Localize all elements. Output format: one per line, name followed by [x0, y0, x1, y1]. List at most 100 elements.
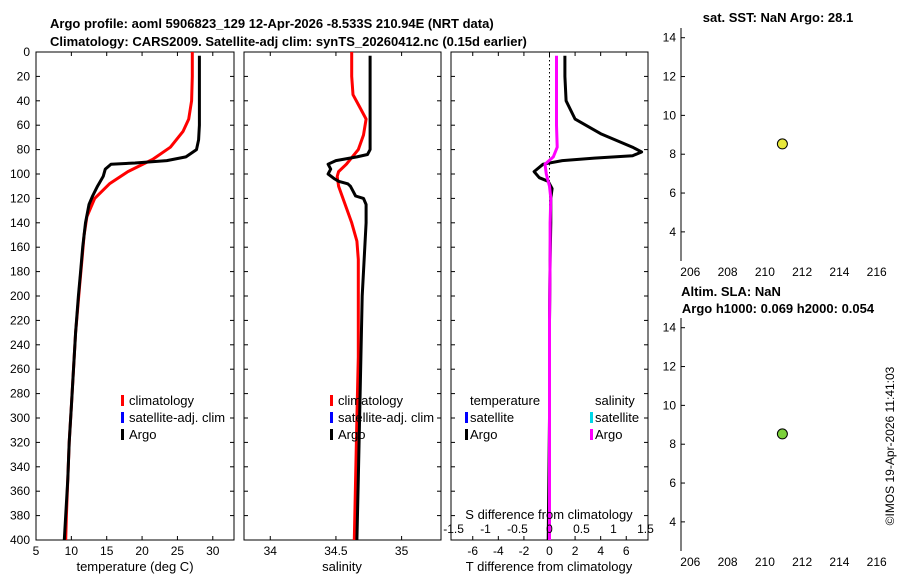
x-tick-label: 214 — [829, 265, 849, 279]
s-tick-label: 1.5 — [637, 522, 654, 536]
y-tick-label: 140 — [10, 216, 30, 230]
figure-title-line2: Climatology: CARS2009. Satellite-adj cli… — [50, 34, 527, 49]
y-tick-label: 240 — [10, 338, 30, 352]
x-tick-label: 216 — [867, 265, 887, 279]
s-tick-label: -1 — [480, 522, 491, 536]
legend-swatch-t-argo — [465, 429, 468, 440]
y-tick-label: 12 — [663, 360, 677, 374]
legend-label-s-argo: Argo — [595, 427, 622, 442]
legend-label-t-satellite: satellite — [470, 410, 514, 425]
s-tick-label: -1.5 — [443, 522, 464, 536]
y-tick-label: 12 — [663, 70, 677, 84]
x-tick-label: -2 — [519, 544, 530, 558]
y-tick-label: 10 — [663, 398, 677, 412]
x-tick-label: 212 — [792, 265, 812, 279]
legend-swatch-climatology — [121, 395, 124, 406]
legend-swatch-satellite-adj — [121, 412, 124, 423]
y-tick-label: 8 — [669, 147, 676, 161]
y-tick-label: 100 — [10, 167, 30, 181]
y-tick-label: 400 — [10, 533, 30, 547]
legend-swatch-climatology — [330, 395, 333, 406]
legend-swatch-s-argo — [590, 429, 593, 440]
s-difference-axis-label: S difference from climatology — [465, 507, 633, 522]
sla-panel: Altim. SLA: NaN Argo h1000: 0.069 h2000:… — [663, 284, 887, 569]
x-tick-label: 2 — [572, 544, 579, 558]
temperature-xlabel: temperature (deg C) — [76, 559, 193, 574]
salinity-xlabel: salinity — [322, 559, 362, 574]
x-tick-label: 25 — [171, 544, 185, 558]
x-tick-label: 20 — [135, 544, 149, 558]
y-tick-label: 8 — [669, 437, 676, 451]
y-tick-label: 4 — [669, 515, 676, 529]
legend-swatch-t-satellite — [465, 412, 468, 423]
x-tick-label: 216 — [867, 555, 887, 569]
sla-title: Altim. SLA: NaN — [681, 284, 781, 299]
legend-label-climatology: climatology — [338, 393, 404, 408]
series-line-s-argo — [543, 55, 559, 540]
salinity-panel: 34 34.5 35 salinity climatology satellite-… — [243, 51, 442, 574]
sst-title: sat. SST: NaN Argo: 28.1 — [703, 10, 854, 25]
x-tick-label: 208 — [718, 265, 738, 279]
series-line-argo — [326, 55, 372, 541]
s-tick-label: 1 — [610, 522, 617, 536]
y-tick-label: 200 — [10, 289, 30, 303]
x-tick-label: 0 — [546, 544, 553, 558]
y-tick-label: 14 — [663, 31, 677, 45]
y-tick-label: 40 — [17, 94, 31, 108]
y-tick-label: 60 — [17, 118, 31, 132]
legend-swatch-satellite-adj — [330, 412, 333, 423]
x-tick-label: 10 — [65, 544, 79, 558]
difference-panel: -6 -4 -2 0 2 4 6 S difference from climatology… — [443, 51, 654, 574]
legend-label-s-satellite: satellite — [595, 410, 639, 425]
y-tick-label: 260 — [10, 362, 30, 376]
y-tick-label: 10 — [663, 108, 677, 122]
t-difference-xlabel: T difference from climatology — [466, 559, 633, 574]
x-tick-label: 35 — [395, 544, 409, 558]
figure-title-line1: Argo profile: aoml 5906823_129 12-Apr-20… — [50, 16, 494, 31]
y-tick-label: 360 — [10, 484, 30, 498]
legend-swatch-argo — [121, 429, 124, 440]
legend-swatch-s-satellite — [590, 412, 593, 423]
x-tick-label: 212 — [792, 555, 812, 569]
y-tick-label: 20 — [17, 69, 31, 83]
legend-label-satellite-adj: satellite-adj. clim — [129, 410, 225, 425]
y-tick-label: 180 — [10, 265, 30, 279]
legend-swatch-argo — [330, 429, 333, 440]
x-tick-label: 206 — [680, 265, 700, 279]
x-tick-label: 34.5 — [324, 544, 348, 558]
y-tick-label: 120 — [10, 191, 30, 205]
legend-label-satellite-adj: satellite-adj. clim — [338, 410, 434, 425]
salinity-legend: climatology satellite-adj. clim Argo — [330, 393, 434, 442]
x-tick-label: 15 — [100, 544, 114, 558]
series-line-argo — [62, 55, 201, 541]
x-tick-label: 214 — [829, 555, 849, 569]
x-tick-label: -6 — [467, 544, 478, 558]
x-tick-label: 210 — [755, 265, 775, 279]
imos-timestamp-watermark: ©IMOS 19-Apr-2026 11:41:03 — [883, 366, 897, 525]
legend-title-salinity: salinity — [595, 393, 635, 408]
salinity-axes-frame — [243, 51, 442, 541]
y-tick-label: 340 — [10, 460, 30, 474]
series-line-climatology — [64, 52, 194, 541]
x-tick-label: 5 — [33, 544, 40, 558]
y-tick-label: 80 — [17, 143, 31, 157]
difference-legend: temperature satellite Argo salinity sate… — [465, 393, 639, 442]
temperature-panel: 0 20 40 60 80 100 120 140 160 180 200 220 240 260 280 3… — [10, 45, 235, 574]
x-tick-label: 6 — [623, 544, 630, 558]
x-tick-label: 210 — [755, 555, 775, 569]
sla-subtitle: Argo h1000: 0.069 h2000: 0.054 — [682, 301, 875, 316]
legend-label-argo: Argo — [338, 427, 365, 442]
y-tick-label: 300 — [10, 411, 30, 425]
legend-title-temperature: temperature — [470, 393, 540, 408]
sst-panel: sat. SST: NaN Argo: 28.1 4 6 8 10 12 14 206 20… — [663, 10, 887, 279]
x-tick-label: 34 — [264, 544, 278, 558]
y-tick-label: 6 — [669, 186, 676, 200]
y-tick-label: 280 — [10, 387, 30, 401]
x-tick-label: 30 — [206, 544, 220, 558]
legend-label-argo: Argo — [129, 427, 156, 442]
s-tick-label: -0.5 — [507, 522, 528, 536]
x-tick-label: 208 — [718, 555, 738, 569]
x-tick-label: 4 — [597, 544, 604, 558]
y-tick-label: 220 — [10, 313, 30, 327]
scatter-point — [776, 138, 788, 150]
